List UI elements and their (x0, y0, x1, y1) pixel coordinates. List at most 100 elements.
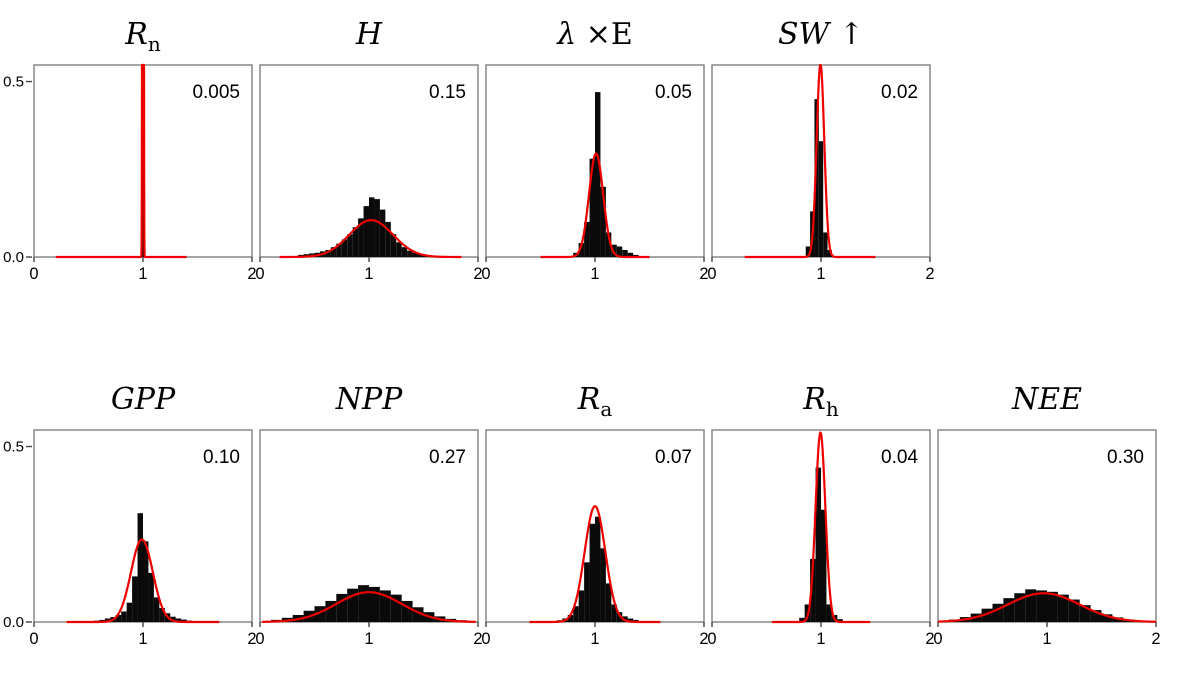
histogram-bar (121, 611, 127, 622)
histogram-bar (379, 590, 391, 622)
x-tick-label: 2 (925, 630, 934, 648)
histogram-bar (805, 246, 811, 257)
fit-curve (54, 63, 188, 259)
histogram-bar (379, 209, 386, 257)
histogram-bar (115, 614, 122, 622)
fit-curve (261, 591, 477, 623)
panel-title-sw-up: SW ↑ (710, 6, 932, 64)
panel-title-gpp: GPP (32, 371, 254, 429)
histogram-bar (153, 597, 160, 622)
x-tick-label: 0 (255, 630, 264, 648)
histogram-bar (589, 158, 595, 257)
x-tick-label: 1 (138, 265, 147, 283)
histogram-bar (1068, 599, 1080, 622)
annotation-value: 0.005 (192, 82, 240, 103)
histogram-bar (175, 618, 182, 622)
histogram-bar (567, 614, 574, 622)
histogram-bar (369, 586, 380, 622)
title-part: λ (557, 17, 577, 52)
title-part: R (803, 382, 826, 417)
fit-curve (744, 63, 877, 259)
panel-title-rh: Rh (710, 371, 932, 429)
y-tick-label: 0.0 (3, 614, 24, 631)
histogram-bar (827, 249, 832, 257)
histogram-bar (627, 252, 634, 257)
fit-curve (771, 431, 871, 624)
histogram-bar (412, 252, 419, 257)
histogram-bar (325, 600, 337, 622)
x-tick-label: 0 (707, 265, 716, 283)
histogram-bar (358, 218, 364, 257)
histogram-bar (1047, 591, 1058, 622)
histogram-bar (1057, 594, 1069, 622)
x-tick-label: 2 (699, 265, 708, 283)
histogram-bar (336, 243, 342, 257)
histogram-bar (595, 516, 601, 622)
title-part: ↑ (829, 17, 865, 52)
histogram-bar (347, 588, 359, 622)
x-tick-label: 2 (247, 630, 256, 648)
histogram-bar (815, 467, 821, 622)
histogram-bar (347, 234, 353, 257)
panel-title-nee: NEE (936, 371, 1158, 429)
histogram-bar (1079, 605, 1091, 622)
histogram-bar (605, 583, 612, 622)
annotation-value: 0.02 (881, 82, 918, 103)
histogram-bar (181, 619, 187, 622)
histogram-bar (1014, 593, 1026, 622)
histogram-bar (363, 206, 369, 257)
title-part: R (577, 382, 601, 417)
panel-title-ra: Ra (484, 371, 706, 429)
title-part: NPP (335, 382, 403, 417)
histogram-figure: 0.5 0.0 Rn 0.005 0 1 2 H 0.15 0 1 2 λ ×E 0.05 0 1 2 SW ↑ 0… (2, 6, 1184, 648)
histogram-bar (589, 523, 595, 622)
annotation-value: 0.04 (881, 447, 918, 468)
histogram-bar (578, 590, 585, 622)
plot-rn: 0.005 0 1 2 (29, 63, 257, 283)
x-tick-label: 0 (29, 630, 38, 648)
x-tick-label: 1 (364, 630, 373, 648)
fit-curve (528, 505, 662, 624)
histogram-bar (837, 619, 843, 622)
fit-curve (278, 219, 463, 259)
plot-npp: 0.27 0 1 2 (255, 429, 483, 648)
histogram-bar (141, 74, 145, 257)
histogram-bar (126, 602, 133, 622)
histogram-bar (401, 600, 413, 622)
histogram-bar (1112, 617, 1124, 622)
y-tick-label: 0.0 (3, 249, 24, 266)
annotation-value: 0.07 (655, 447, 692, 468)
plot-lambda-e: 0.05 0 1 2 (481, 64, 709, 283)
annotation-value: 0.27 (429, 447, 466, 468)
y-axis-energy-fluxes: 0.5 0.0 (3, 74, 32, 266)
title-part: H (355, 17, 383, 52)
histogram-bar (137, 513, 143, 622)
y-tick-label: 0.5 (3, 439, 24, 456)
histogram-bar (622, 249, 628, 257)
annotation-value: 0.05 (655, 82, 692, 103)
x-tick-label: 0 (481, 265, 490, 283)
panel-npp: NPP 0.27 0 1 2 (255, 371, 483, 648)
histogram-bar (1090, 610, 1102, 622)
plot-frame (937, 429, 1157, 623)
title-part: R (125, 17, 148, 52)
x-tick-label: 0 (481, 630, 490, 648)
panel-title-npp: NPP (258, 371, 480, 429)
figure-row-carbon-fluxes: 0.5 0.0 GPP 0.10 0 1 2 NPP 0.27 0 1 2 Ra 0.07 0 1 2 Rh 0.0… (2, 371, 1184, 648)
y-tick-label: 0.5 (3, 74, 24, 91)
panel-title-h: H (258, 6, 480, 64)
figure-row-energy-fluxes: 0.5 0.0 Rn 0.005 0 1 2 H 0.15 0 1 2 λ ×E 0.05 0 1 2 SW ↑ 0… (2, 6, 1184, 283)
x-tick-label: 2 (473, 630, 482, 648)
x-tick-label: 0 (255, 265, 264, 283)
histogram-bar (1025, 589, 1037, 622)
histogram-bar (336, 593, 348, 622)
histogram-bar (578, 242, 585, 257)
x-tick-label: 0 (933, 630, 942, 648)
title-part: a (600, 397, 613, 421)
x-tick-label: 1 (816, 265, 825, 283)
panel-title-lambda-e: λ ×E (484, 6, 706, 64)
histogram-bar (390, 594, 402, 622)
annotation-value: 0.15 (429, 82, 466, 103)
histogram-bar (814, 99, 819, 257)
histogram-bar (148, 572, 154, 622)
